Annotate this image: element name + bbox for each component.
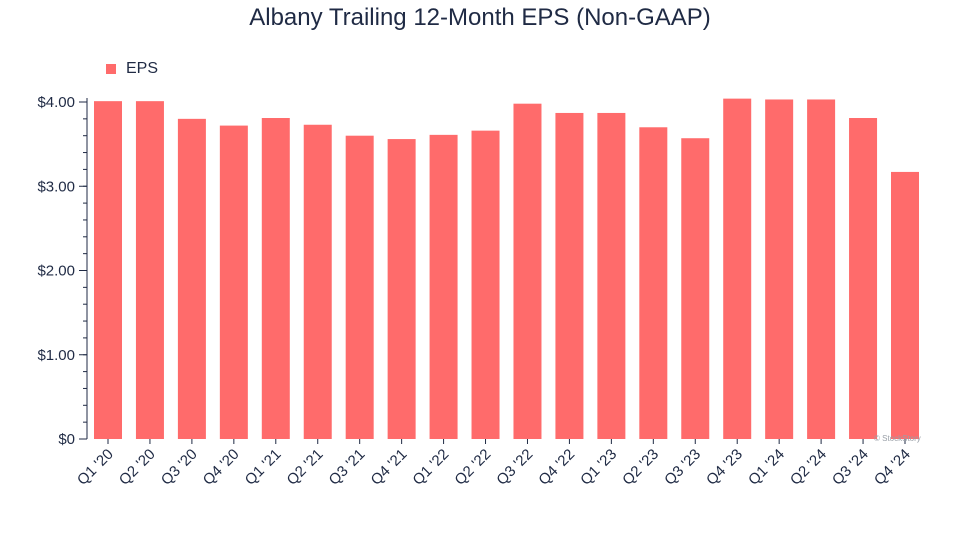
x-tick-label: Q3 '20 xyxy=(158,446,201,489)
bar xyxy=(177,118,206,439)
legend-swatch xyxy=(106,64,116,74)
x-tick-label: Q2 '22 xyxy=(451,446,494,489)
bar xyxy=(891,171,919,440)
x-tick-label: Q3 '21 xyxy=(326,446,369,489)
x-tick-label: Q2 '21 xyxy=(284,446,327,489)
y-tick-label: $2.00 xyxy=(37,263,75,280)
y-tick-label: $4.00 xyxy=(37,94,75,111)
bar xyxy=(513,103,542,439)
x-tick-label: Q1 '23 xyxy=(577,446,620,489)
bar xyxy=(471,130,500,439)
y-tick-label: $0 xyxy=(58,431,75,448)
x-tick-label: Q4 '20 xyxy=(200,446,243,489)
legend-label: EPS xyxy=(126,60,159,77)
bar xyxy=(555,112,584,439)
bar xyxy=(723,98,752,439)
bar xyxy=(849,118,878,439)
x-tick-label: Q4 '21 xyxy=(368,446,411,489)
y-tick-label: $1.00 xyxy=(37,347,75,364)
y-tick-label: $3.00 xyxy=(37,178,75,195)
bar xyxy=(765,99,794,439)
bar xyxy=(94,101,122,439)
bar xyxy=(345,135,374,439)
x-tick-label: Q1 '20 xyxy=(74,446,117,489)
bar xyxy=(303,124,332,439)
bar xyxy=(261,118,290,439)
x-tick-label: Q3 '23 xyxy=(661,446,704,489)
x-tick-label: Q2 '23 xyxy=(619,446,662,489)
x-tick-label: Q4 '23 xyxy=(703,446,746,489)
x-tick-label: Q4 '22 xyxy=(535,446,578,489)
x-tick-label: Q1 '22 xyxy=(409,446,452,489)
bar xyxy=(807,99,836,439)
bar xyxy=(387,139,416,439)
watermark: © StockStory xyxy=(874,434,921,443)
bar xyxy=(639,127,668,440)
x-tick-label: Q2 '24 xyxy=(787,446,830,489)
x-tick-label: Q4 '24 xyxy=(871,446,914,489)
x-tick-label: Q1 '24 xyxy=(745,446,788,489)
bar xyxy=(429,134,458,440)
bar xyxy=(135,101,164,439)
bar xyxy=(681,138,710,440)
x-tick-label: Q1 '21 xyxy=(242,446,285,489)
bar xyxy=(597,112,626,439)
x-tick-label: Q2 '20 xyxy=(116,446,159,489)
x-tick-label: Q3 '24 xyxy=(829,446,872,489)
chart-legend: EPS xyxy=(106,60,158,78)
bar xyxy=(219,125,248,439)
x-tick-label: Q3 '22 xyxy=(493,446,536,489)
chart-title: Albany Trailing 12-Month EPS (Non-GAAP) xyxy=(249,4,711,31)
